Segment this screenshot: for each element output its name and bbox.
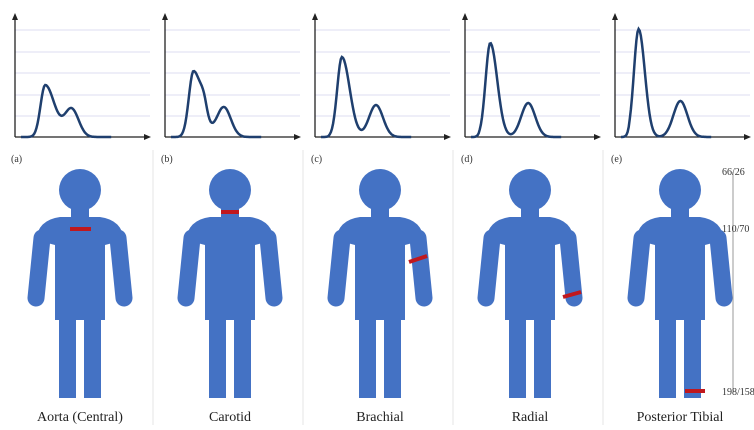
- arrow: [744, 134, 751, 140]
- right-leg: [684, 310, 701, 398]
- arrow: [162, 13, 168, 20]
- panel-label: Carotid: [209, 410, 251, 425]
- head: [59, 169, 101, 211]
- pulse-wave: [471, 41, 562, 139]
- left-arm: [177, 229, 201, 307]
- torso: [336, 217, 424, 320]
- person: [27, 169, 133, 398]
- pressure-label: 198/158: [722, 387, 754, 398]
- torso: [186, 217, 274, 320]
- panel-label: Aorta (Central): [37, 410, 123, 425]
- pressure-label: 66/26: [722, 167, 745, 178]
- right-leg: [84, 310, 101, 398]
- right-arm: [559, 229, 583, 307]
- head: [659, 169, 701, 211]
- right-leg: [534, 310, 551, 398]
- left-leg: [359, 310, 376, 398]
- torso: [36, 217, 124, 320]
- head: [209, 169, 251, 211]
- arrow: [294, 134, 301, 140]
- panel-letter: (c): [311, 154, 322, 165]
- person: [627, 169, 733, 398]
- pulse-site: [408, 254, 428, 264]
- panel-label: Posterior Tibial: [637, 410, 724, 425]
- torso: [486, 217, 574, 320]
- pulse-wave: [321, 55, 412, 139]
- panel-letter: (b): [161, 154, 173, 165]
- arrow: [144, 134, 151, 140]
- left-leg: [659, 310, 676, 398]
- left-leg: [509, 310, 526, 398]
- person: [477, 169, 583, 398]
- head: [359, 169, 401, 211]
- panel-letter: (d): [461, 154, 473, 165]
- panel-label: Brachial: [356, 410, 404, 425]
- right-leg: [384, 310, 401, 398]
- person: [327, 169, 433, 398]
- right-arm: [109, 229, 133, 307]
- right-leg: [234, 310, 251, 398]
- pulse-wave: [21, 83, 112, 139]
- pulse-site: [562, 290, 582, 299]
- right-arm: [259, 229, 283, 307]
- right-arm: [409, 229, 433, 307]
- right-arm: [709, 229, 733, 307]
- arrow: [462, 13, 468, 20]
- arrow: [444, 134, 451, 140]
- left-arm: [627, 229, 651, 307]
- panel-label: Radial: [512, 410, 549, 425]
- arrow: [612, 13, 618, 20]
- pulse-wave: [621, 26, 712, 139]
- pulse-wave: [171, 69, 262, 139]
- arrow: [594, 134, 601, 140]
- left-arm: [27, 229, 51, 307]
- left-arm: [327, 229, 351, 307]
- head: [509, 169, 551, 211]
- left-arm: [477, 229, 501, 307]
- panel-letter: (a): [11, 154, 22, 165]
- panel-letter: (e): [611, 154, 622, 165]
- torso: [636, 217, 724, 320]
- left-leg: [59, 310, 76, 398]
- person: [177, 169, 283, 398]
- pressure-label: 110/70: [722, 224, 749, 235]
- arrow: [12, 13, 18, 20]
- arrow: [312, 13, 318, 20]
- left-leg: [209, 310, 226, 398]
